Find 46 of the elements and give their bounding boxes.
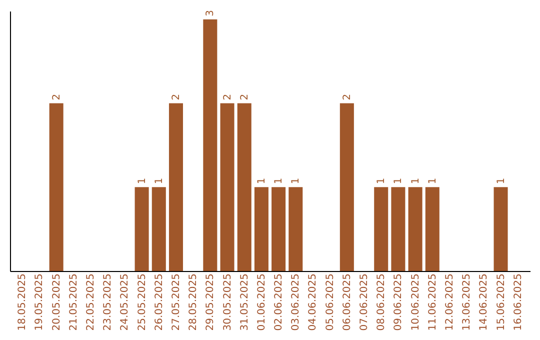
- x-tick-label: 05.06.2025: [324, 274, 336, 331]
- x-tick-label: 27.05.2025: [170, 274, 182, 331]
- data-label: 1: [427, 178, 438, 184]
- x-tick-label: 30.05.2025: [222, 274, 234, 331]
- data-label: 1: [136, 178, 148, 184]
- x-tick-label: 13.06.2025: [462, 274, 473, 331]
- x-tick-label: 20.05.2025: [51, 274, 62, 331]
- data-label: 1: [410, 178, 422, 184]
- x-tick-label: 16.06.2025: [512, 274, 524, 331]
- data-label: 1: [290, 178, 302, 184]
- x-tick-label: 07.06.2025: [359, 274, 370, 331]
- x-tick-label: 06.06.2025: [342, 274, 353, 331]
- x-tick-label: 01.06.2025: [256, 274, 268, 331]
- x-tick-label: 09.06.2025: [393, 274, 404, 331]
- data-label: 2: [222, 94, 234, 100]
- data-label: 1: [154, 178, 165, 184]
- x-tick-label: 03.06.2025: [290, 274, 302, 331]
- x-tick-label: 15.06.2025: [496, 274, 507, 331]
- x-tick-label: 24.05.2025: [120, 274, 131, 331]
- x-tick-label: 29.05.2025: [205, 274, 216, 331]
- data-label: 1: [496, 178, 507, 184]
- data-label: 1: [256, 178, 268, 184]
- x-tick-label: 28.05.2025: [188, 274, 200, 331]
- x-tick-label: 31.05.2025: [239, 274, 250, 331]
- x-tick-label: 08.06.2025: [376, 274, 388, 331]
- x-tick-label: 23.05.2025: [102, 274, 114, 331]
- x-tick-label: 25.05.2025: [136, 274, 148, 331]
- data-label: 1: [376, 178, 388, 184]
- x-tick-label: 11.06.2025: [427, 274, 438, 331]
- x-tick-label: 14.06.2025: [478, 274, 490, 331]
- x-tick-label: 26.05.2025: [154, 274, 165, 331]
- x-tick-label: 12.06.2025: [444, 274, 456, 331]
- data-label: 2: [342, 94, 353, 100]
- x-tick-label: 04.06.2025: [308, 274, 319, 331]
- data-label: 2: [239, 94, 250, 100]
- x-tick-label: 22.05.2025: [86, 274, 97, 331]
- x-tick-label: 10.06.2025: [410, 274, 422, 331]
- x-tick-label: 19.05.2025: [34, 274, 46, 331]
- data-label: 3: [205, 10, 216, 16]
- data-label: 1: [274, 178, 285, 184]
- data-label: 2: [51, 94, 62, 100]
- x-tick-label: 18.05.2025: [17, 274, 28, 331]
- data-label: 2: [170, 94, 182, 100]
- x-tick-label: 02.06.2025: [274, 274, 285, 331]
- x-tick-label: 21.05.2025: [68, 274, 80, 331]
- data-label: 1: [393, 178, 404, 184]
